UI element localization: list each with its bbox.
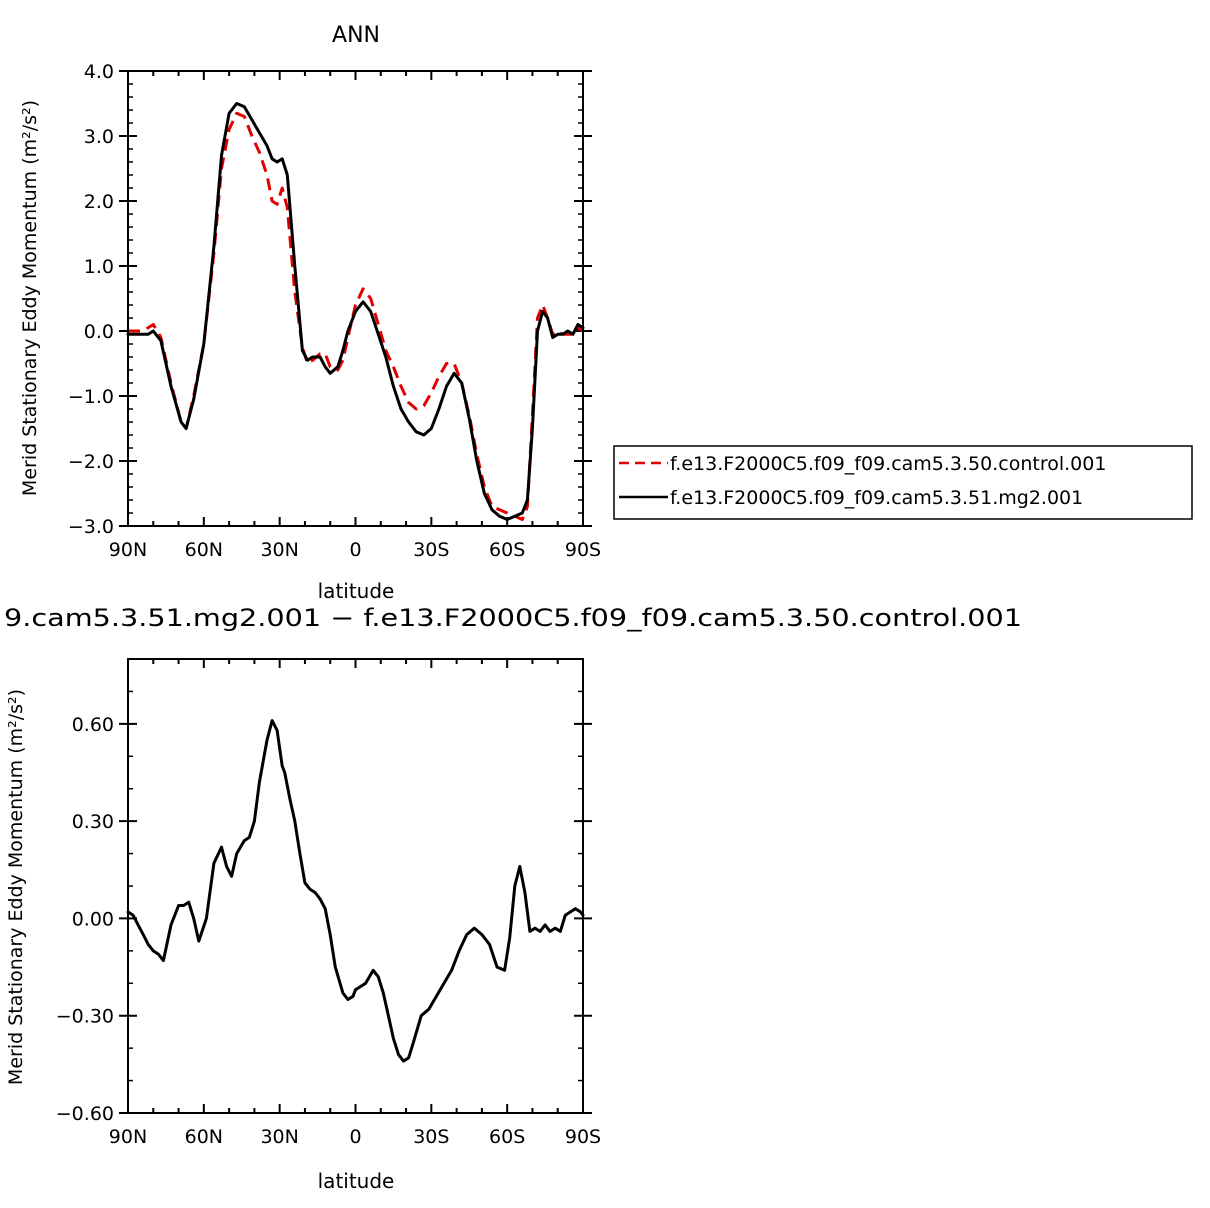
top-x-tick-label: 90N [109, 539, 147, 561]
top-plot-frame [127, 70, 584, 527]
bottom-x-tick-label: 60S [489, 1126, 525, 1148]
top-y-tick-label: 0.0 [84, 321, 114, 343]
bottom-x-tick-label: 60N [185, 1126, 223, 1148]
top-y-tick-label: −1.0 [68, 386, 114, 408]
bottom-series-line-0 [126, 719, 585, 1063]
top-y-tick-label: 4.0 [84, 61, 114, 83]
top-x-tick-label: 90S [565, 539, 601, 561]
bottom-plot-frame [127, 658, 584, 1114]
legend-label-mg2: f.e13.F2000C5.f09_f09.cam5.3.51.mg2.001 [670, 487, 1083, 509]
top-series-line-0 [128, 111, 584, 521]
top-plot-area: 90N 60N 30N 0 30S 60S 90S 4.0 3.0 2.0 1.0 0.0 −1.0 −2… [68, 61, 601, 561]
bottom-plot-area: 90N 60N 30N 0 30S 60S 90S 0.60 0.30 0.00 −0.30 −0.6… [56, 658, 601, 1148]
top-y-tick-label: 2.0 [84, 191, 114, 213]
top-series-line-1 [126, 102, 585, 521]
bottom-x-tick-label: 30N [260, 1126, 298, 1148]
bottom-title: 9.cam5.3.51.mg2.001 − f.e13.F2000C5.f09_… [4, 604, 1022, 632]
bottom-x-tick-label: 90N [109, 1126, 147, 1148]
bottom-y-tick-label: −0.60 [56, 1103, 114, 1125]
top-y-tick-label: −3.0 [68, 516, 114, 538]
bottom-panel: 9.cam5.3.51.mg2.001 − f.e13.F2000C5.f09_… [4, 604, 1022, 1193]
bottom-y-tick-label: 0.60 [72, 714, 114, 736]
top-panel: ANN 90N 60N 30N 0 30S 60S 90S 4.0 3.0 2.0 1.0 0.0 −1… [19, 23, 601, 603]
top-x-tick-label: 60N [185, 539, 223, 561]
bottom-x-tick-label: 0 [349, 1126, 361, 1148]
legend-box [613, 445, 1193, 520]
legend-label-control: f.e13.F2000C5.f09_f09.cam5.3.50.control.… [670, 453, 1106, 475]
bottom-x-axis-label: latitude [318, 1169, 395, 1193]
legend: f.e13.F2000C5.f09_f09.cam5.3.50.control.… [613, 445, 1193, 520]
bottom-y-tick-label: 0.00 [72, 908, 114, 930]
top-x-tick-label: 0 [349, 539, 361, 561]
bottom-x-tick-label: 90S [565, 1126, 601, 1148]
bottom-y-tick-label: −0.30 [56, 1006, 114, 1028]
top-x-tick-label: 60S [489, 539, 525, 561]
top-title: ANN [332, 23, 380, 48]
top-y-tick-label: 3.0 [84, 126, 114, 148]
top-x-tick-label: 30N [260, 539, 298, 561]
bottom-y-axis-label: Merid Stationary Eddy Momentum (m²/s²) [5, 689, 27, 1085]
top-y-axis-label: Merid Stationary Eddy Momentum (m²/s²) [19, 100, 41, 496]
top-x-tick-label: 30S [413, 539, 449, 561]
top-y-tick-label: 1.0 [84, 256, 114, 278]
bottom-x-tick-label: 30S [413, 1126, 449, 1148]
top-y-tick-label: −2.0 [68, 451, 114, 473]
bottom-y-tick-label: 0.30 [72, 811, 114, 833]
top-x-axis-label: latitude [318, 579, 395, 603]
